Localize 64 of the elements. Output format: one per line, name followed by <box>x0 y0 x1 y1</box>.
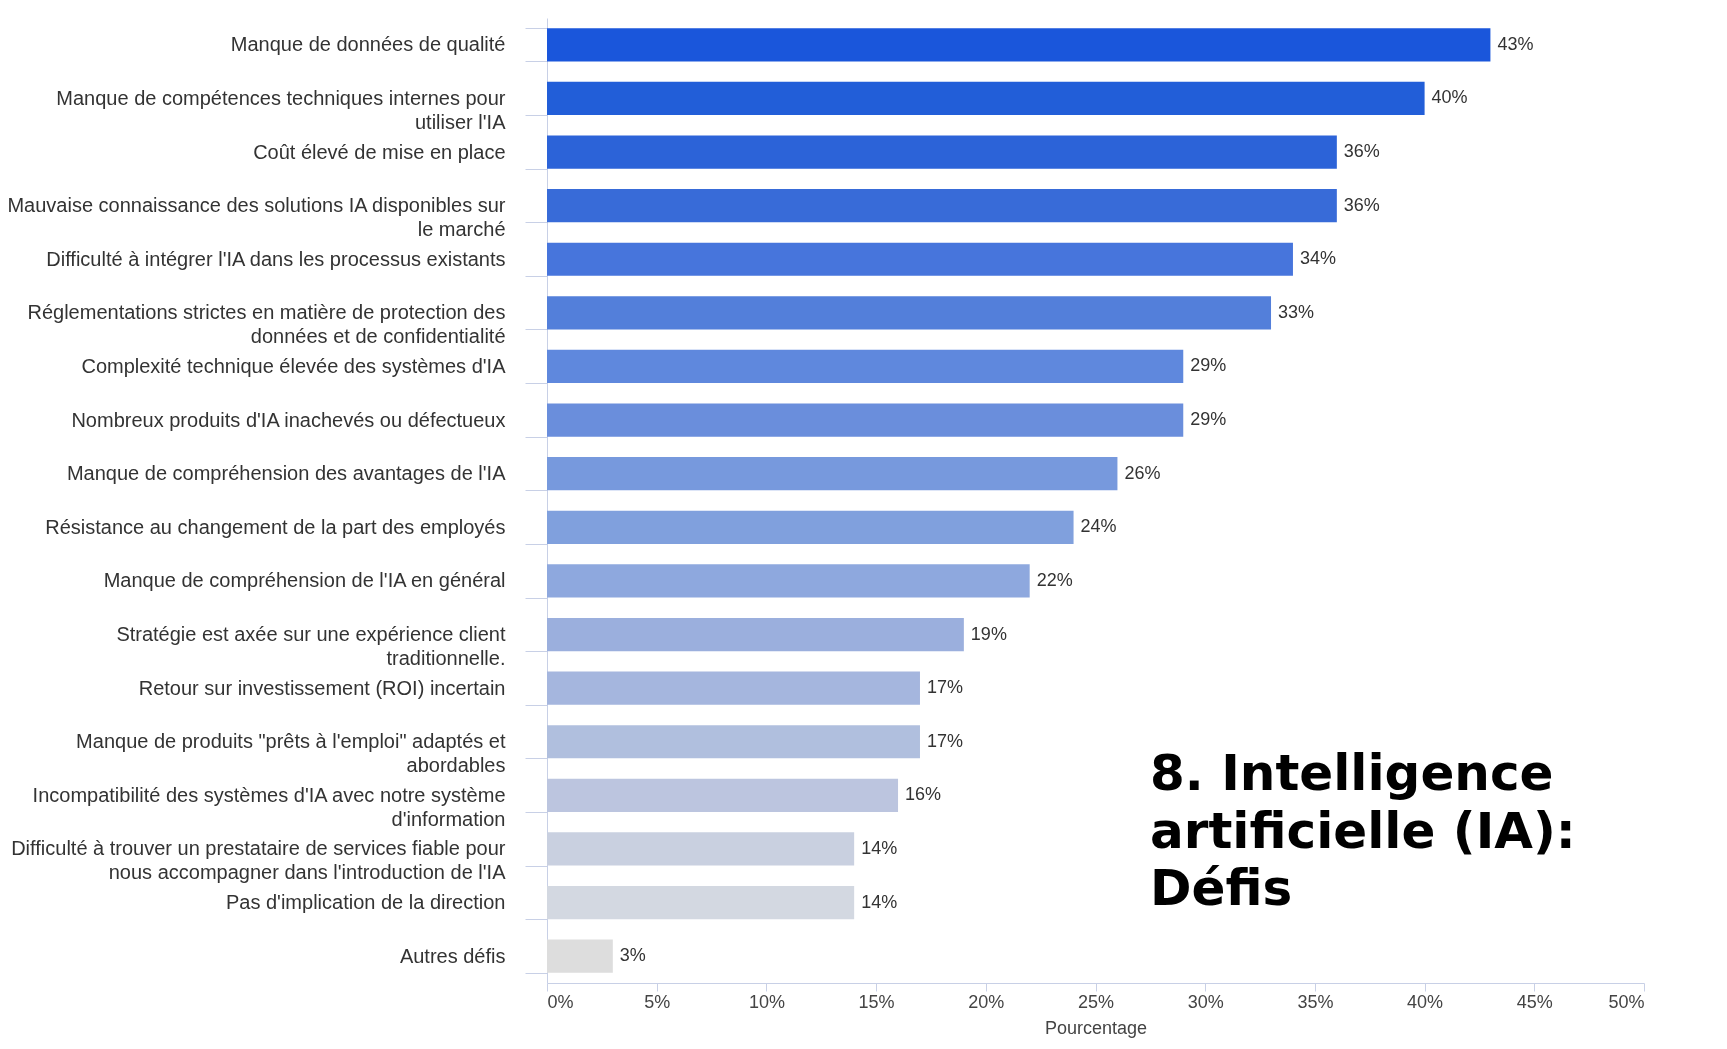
x-tick-label: 50% <box>1608 991 1645 1012</box>
data-label: 26% <box>1124 462 1161 483</box>
x-tick-label: 20% <box>968 991 1005 1012</box>
y-tick-label: Autres défis <box>399 944 506 967</box>
x-tick-label: 30% <box>1187 991 1224 1012</box>
data-label: 36% <box>1343 194 1380 215</box>
data-label: 19% <box>970 623 1007 644</box>
y-tick-label: Résistance au changement de la part des employés <box>45 515 506 538</box>
data-label: 22% <box>1036 569 1073 590</box>
data-label: 40% <box>1431 87 1468 108</box>
y-tick-label: Difficulté à trouver un prestataire de services fiable pour nous accompagner dans l'introduction de l'IA <box>11 837 507 884</box>
x-tick-label: 10% <box>748 991 785 1012</box>
bar <box>547 349 1184 384</box>
bar <box>547 617 964 652</box>
y-tick-label: Stratégie est axée sur une expérience client traditionnelle. <box>116 623 506 670</box>
data-label: 14% <box>861 891 898 912</box>
bar <box>547 135 1337 169</box>
data-label: 36% <box>1343 141 1380 162</box>
y-tick-label: Coût élevé de mise en place <box>253 140 506 163</box>
y-tick-label: Mauvaise connaissance des solutions IA disponibles sur le marché <box>7 194 506 241</box>
x-tick-label: 45% <box>1516 991 1553 1012</box>
data-label: 17% <box>926 677 964 698</box>
data-label: 29% <box>1190 409 1227 430</box>
x-tick-label: 15% <box>858 991 895 1012</box>
bar <box>547 189 1337 223</box>
bar <box>547 403 1184 437</box>
y-tick-label: Manque de compétences techniques internes pour utiliser l'IA <box>56 86 507 133</box>
bar <box>547 457 1118 491</box>
data-label: 16% <box>905 784 942 805</box>
bar <box>547 242 1293 276</box>
x-axis-title: Pourcentage <box>1044 1017 1148 1038</box>
y-tick-label: Nombreux produits d'IA inachevés ou défectueux <box>71 408 506 431</box>
x-tick-label: 0% <box>547 991 574 1012</box>
data-label: 14% <box>861 837 898 858</box>
x-tick-label: 40% <box>1407 991 1444 1012</box>
y-tick-label: Manque de données de qualité <box>230 33 506 56</box>
data-label: 17% <box>926 730 964 751</box>
bar <box>547 671 920 705</box>
bar <box>547 81 1425 116</box>
y-tick-label: Manque de compréhension des avantages de l'IA <box>66 462 507 485</box>
y-tick-label: Manque de produits "prêts à l'emploi" adaptés et abordables <box>76 730 506 777</box>
bar <box>547 296 1272 330</box>
y-tick-label: Incompatibilité des systèmes d'IA avec notre système d'information <box>32 783 506 830</box>
bar <box>547 725 920 759</box>
data-label: 33% <box>1278 301 1315 322</box>
y-tick-label: Retour sur investissement (ROI) incertain <box>138 676 506 699</box>
text: 8. Intelligence artificielle (IA): Défis <box>1150 744 1577 918</box>
data-label: 29% <box>1190 355 1227 376</box>
y-tick-label: Pas d'implication de la direction <box>225 891 506 914</box>
bar <box>547 564 1030 598</box>
data-label: 3% <box>619 945 646 966</box>
x-tick-label: 25% <box>1077 991 1115 1012</box>
y-tick-label: Complexité technique élevée des systèmes d'IA <box>81 354 507 377</box>
bar <box>547 28 1491 62</box>
data-label: 34% <box>1299 248 1336 269</box>
x-tick-label: 35% <box>1297 991 1334 1012</box>
data-label: 43% <box>1497 33 1534 54</box>
y-tick-label: Difficulté à intégrer l'IA dans les processus existants <box>46 247 506 270</box>
data-label: 24% <box>1080 516 1117 537</box>
y-tick-label: Manque de compréhension de l'IA en général <box>103 569 506 592</box>
bar <box>547 510 1074 544</box>
x-tick-label: 5% <box>644 991 671 1012</box>
y-tick-label: Réglementations strictes en matière de protection des données et de confidentialité <box>27 301 506 348</box>
bar <box>547 939 613 973</box>
